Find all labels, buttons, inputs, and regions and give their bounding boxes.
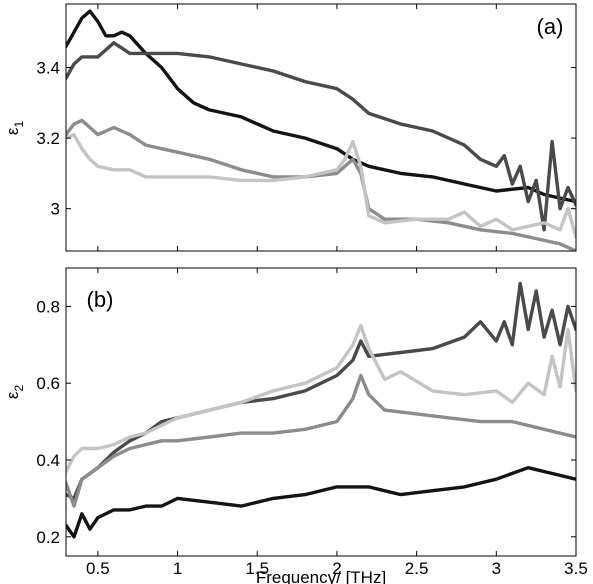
x-tick-label: 2.5 — [405, 559, 429, 578]
y-axis-label: ε2 — [3, 385, 26, 400]
panel-label: (b) — [87, 287, 114, 312]
y-tick-label: 0.4 — [36, 451, 60, 470]
panel-b: 0.5 1 1.5 2 2.5 3 3.5 0.2 0.4 0.6 0.8 (b) ε2 Frequenc… — [3, 267, 588, 584]
x-tick-label: 2 — [332, 559, 341, 578]
axes-frame — [65, 267, 577, 557]
series-line-2 — [66, 281, 576, 501]
series-group — [66, 9, 576, 251]
series-line-4 — [66, 132, 576, 239]
panel-label: (a) — [537, 14, 564, 39]
y-tick-label: 3.2 — [36, 129, 60, 148]
series-line-4 — [66, 323, 576, 474]
y-tick-label: 0.6 — [36, 374, 60, 393]
y-tick-label: 3.4 — [36, 59, 60, 78]
y-tick-label: 0.8 — [36, 297, 60, 316]
series-line-1 — [66, 466, 576, 539]
x-tick-label: 0.5 — [86, 559, 110, 578]
y-axis-label-subscript: 2 — [12, 385, 26, 392]
x-tick-label: 3 — [492, 559, 501, 578]
y-axis-label-subscript: 1 — [12, 121, 26, 128]
x-tick-label: 1 — [173, 559, 182, 578]
y-axis-label: ε1 — [3, 121, 26, 136]
series-line-2 — [66, 41, 576, 232]
x-axis-label: Frequency/ [THz] — [256, 568, 386, 584]
series-line-3 — [66, 373, 576, 508]
panel-a: 3 3.2 3.4 (a) ε1 — [3, 3, 577, 252]
x-tick-label: 1.5 — [245, 559, 269, 578]
x-tick-label: 3.5 — [564, 559, 588, 578]
axes-frame — [65, 3, 577, 252]
series-group — [66, 281, 576, 539]
y-tick-label: 0.2 — [36, 528, 60, 547]
y-tick-label: 3 — [51, 200, 60, 219]
series-line-1 — [66, 9, 576, 204]
series-line-3 — [66, 118, 576, 251]
